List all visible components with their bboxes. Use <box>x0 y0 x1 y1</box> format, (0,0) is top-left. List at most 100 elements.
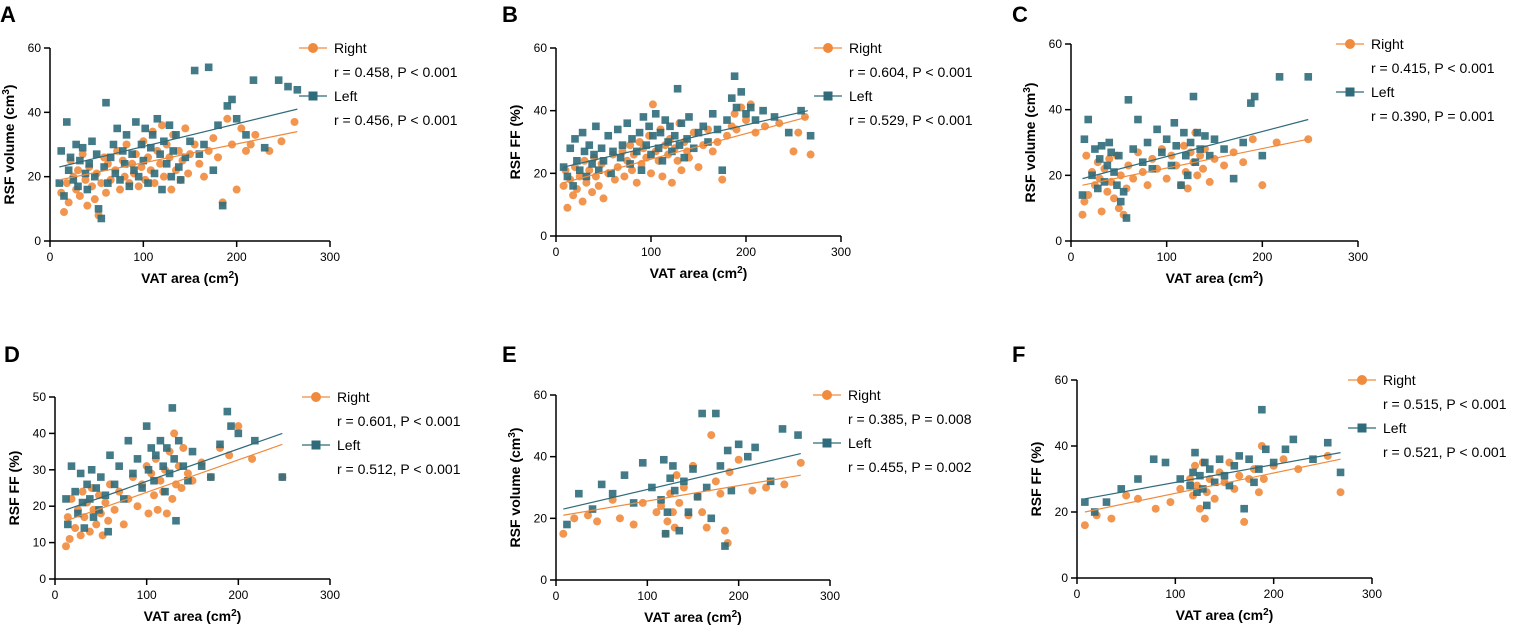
data-point-left <box>1090 508 1099 516</box>
data-point-left <box>1102 498 1111 506</box>
data-point-left <box>148 131 157 139</box>
legend-stat-left: r = 0.456, P < 0.001 <box>334 112 458 128</box>
data-point-right <box>167 185 176 194</box>
data-point-right <box>1097 207 1106 216</box>
data-point-right <box>137 163 146 172</box>
data-point-right <box>569 191 578 200</box>
data-point-left <box>104 179 112 187</box>
data-point-left <box>1239 138 1247 147</box>
data-point-right <box>170 429 179 438</box>
data-point-left <box>1149 455 1158 463</box>
data-point-right <box>119 520 128 529</box>
data-point-right <box>237 124 246 133</box>
data-point-right <box>133 502 142 511</box>
data-point-left <box>797 106 805 115</box>
data-point-left <box>592 122 600 131</box>
data-point-right <box>796 458 805 467</box>
data-point-left <box>680 153 689 162</box>
x-tick-label: 200 <box>228 588 248 602</box>
y-tick-label: 50 <box>33 390 47 404</box>
data-point-left <box>144 179 152 187</box>
data-point-left <box>284 82 292 91</box>
data-point-right <box>582 178 591 187</box>
series-left <box>62 404 287 536</box>
data-point-right <box>1336 488 1345 497</box>
data-point-right <box>1323 451 1332 460</box>
x-tick-label: 200 <box>729 589 749 603</box>
data-point-left <box>670 131 679 140</box>
legend-label-left: Left <box>1371 84 1394 100</box>
legend-marker-circle <box>823 43 833 53</box>
data-point-left <box>673 84 682 93</box>
data-point-left <box>144 466 153 474</box>
data-point-left <box>594 166 603 174</box>
data-point-left <box>723 446 732 455</box>
x-tick-label: 200 <box>736 245 756 259</box>
data-point-left <box>1258 405 1266 414</box>
data-point-right <box>713 138 722 146</box>
legend-marker-square <box>311 440 321 450</box>
x-tick-label: 0 <box>553 245 560 259</box>
data-point-right <box>153 505 162 514</box>
data-point-left <box>648 483 656 492</box>
data-point-left <box>74 509 82 518</box>
data-point-left <box>668 147 676 156</box>
data-point-left <box>744 452 752 461</box>
data-point-left <box>218 201 227 210</box>
data-point-left <box>1138 158 1147 166</box>
data-point-left <box>147 143 155 152</box>
data-point-left <box>794 431 802 439</box>
legend-stat-left: r = 0.521, P < 0.001 <box>1383 444 1507 460</box>
data-point-left <box>184 476 192 485</box>
data-point-left <box>72 140 80 149</box>
data-point-right <box>708 147 717 156</box>
y-tick-label: 40 <box>1049 103 1063 117</box>
data-point-left <box>663 508 672 516</box>
data-point-right <box>1114 204 1123 213</box>
data-point-left <box>588 160 596 168</box>
data-point-left <box>209 166 218 175</box>
data-point-right <box>1196 151 1205 160</box>
legend-marker-square <box>1345 87 1355 97</box>
data-point-left <box>597 480 606 489</box>
data-point-right <box>707 431 716 440</box>
data-point-right <box>673 156 682 165</box>
data-point-right <box>60 208 68 217</box>
data-point-left <box>92 484 101 492</box>
data-point-right <box>62 179 71 188</box>
data-point-right <box>156 476 165 485</box>
fit-line-left <box>65 432 283 511</box>
data-point-left <box>609 147 617 156</box>
data-point-left <box>78 143 87 152</box>
data-point-right <box>150 491 158 500</box>
data-point-right <box>234 422 243 431</box>
data-point-left <box>69 176 78 184</box>
data-point-left <box>661 529 670 538</box>
data-point-left <box>1124 96 1133 104</box>
legend-label-left: Left <box>848 435 871 451</box>
data-point-left <box>1182 151 1190 160</box>
data-point-left <box>92 150 101 158</box>
data-point-left <box>590 150 598 159</box>
legend-marker-circle <box>308 43 318 53</box>
fit-line-left <box>563 452 801 510</box>
data-point-left <box>575 489 583 498</box>
data-point-right <box>78 487 87 496</box>
data-point-right <box>629 520 638 529</box>
data-point-left <box>175 163 183 171</box>
data-point-left <box>702 483 711 492</box>
panel-e: E 0 100 200 300 0 20 40 60 VAT area (cm2) RSF volu… <box>502 342 972 625</box>
data-point-left <box>95 506 103 514</box>
data-point-left <box>1269 458 1278 467</box>
data-point-left <box>57 147 65 155</box>
data-point-left <box>1091 145 1099 153</box>
data-point-right <box>580 156 589 165</box>
data-point-left <box>1210 135 1219 144</box>
data-point-left <box>223 102 232 110</box>
fit-line-right <box>563 474 801 516</box>
data-point-left <box>249 76 258 84</box>
data-point-left <box>1245 455 1253 463</box>
data-point-right <box>223 114 232 123</box>
data-point-left <box>1183 171 1192 180</box>
legend-label-right: Right <box>848 387 881 403</box>
